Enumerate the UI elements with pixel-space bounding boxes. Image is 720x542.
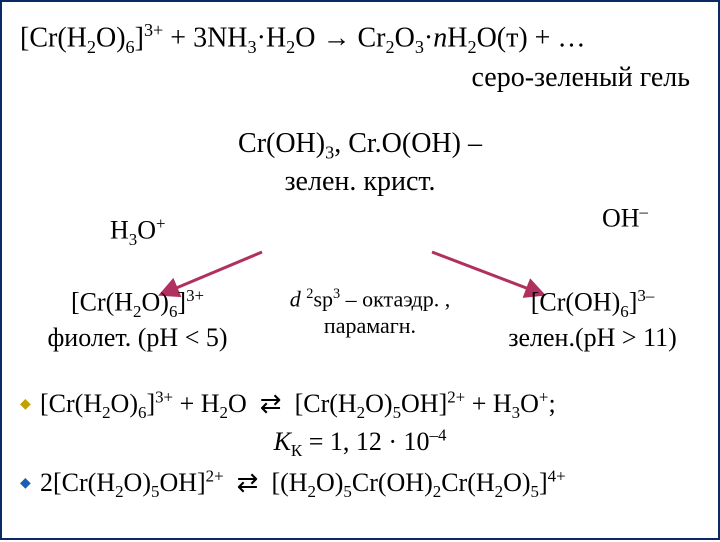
top-equation: [Cr(H2O)6]3+ + 3NH3·H2O → Cr2O3·nH2O(т) …	[20, 18, 700, 97]
col-right: [Cr(OH)6]3– зелен.(pH > 11)	[485, 286, 700, 353]
bullet-1: [Cr(H2O)6]3+ + H2O ⇄ [Cr(H2O)5OH]2+ + H3…	[20, 384, 700, 426]
col-left: [Cr(H2O)6]3+ фиолет. (pH < 5)	[20, 286, 255, 353]
eq-line-2: серо-зеленый гель	[20, 59, 700, 97]
col-left-line1: [Cr(H2O)6]3+	[20, 286, 255, 322]
col-mid-line1: d 2sp3 – октаэдр. ,	[265, 286, 475, 313]
center-line-2: зелен. крист.	[20, 165, 700, 199]
equilibrium-constant: KК = 1, 12 · 10–4	[20, 422, 700, 464]
bullet-equations: [Cr(H2O)6]3+ + H2O ⇄ [Cr(H2O)5OH]2+ + H3…	[20, 384, 700, 505]
col-right-line1: [Cr(OH)6]3–	[485, 286, 700, 322]
col-mid-line2: парамагн.	[265, 313, 475, 339]
oh-label: OH–	[602, 202, 648, 234]
col-mid: d 2sp3 – октаэдр. , парамагн.	[265, 286, 475, 339]
col-left-line2: фиолет. (pH < 5)	[20, 322, 255, 353]
col-right-line2: зелен.(pH > 11)	[485, 322, 700, 353]
eq-line-1: [Cr(H2O)6]3+ + 3NH3·H2O → Cr2O3·nH2O(т) …	[20, 18, 700, 59]
bullet-2: 2[Cr(H2O)5OH]2+ ⇄ [(H2O)5Cr(OH)2Cr(H2O)5…	[20, 463, 700, 505]
center-line-1: Cr(OH)3, Cr.O(OH) –	[20, 127, 700, 164]
h3o-label: H3O+	[110, 214, 166, 250]
species-columns: [Cr(H2O)6]3+ фиолет. (pH < 5) d 2sp3 – о…	[20, 286, 700, 353]
center-product: Cr(OH)3, Cr.O(OH) – зелен. крист.	[20, 127, 700, 198]
